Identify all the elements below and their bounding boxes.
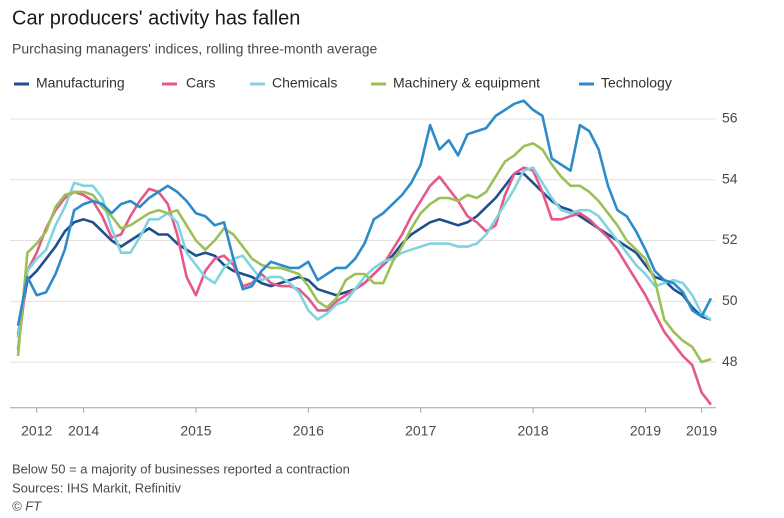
legend-label: Machinery & equipment <box>393 75 540 91</box>
x-tick-label: 2017 <box>405 422 436 438</box>
footnote: Below 50 = a majority of businesses repo… <box>12 461 350 476</box>
x-tick-label: 2012 <box>21 422 52 438</box>
x-tick-label: 2018 <box>517 422 548 438</box>
series-line <box>16 99 713 326</box>
x-tick-label: 2019 <box>686 422 717 438</box>
x-tick-label: 2019 <box>630 422 661 438</box>
x-tick-label: 2015 <box>180 422 211 438</box>
legend-label: Manufacturing <box>36 75 125 91</box>
series-line <box>16 142 712 364</box>
y-tick-label: 56 <box>722 110 738 126</box>
source: Sources: IHS Markit, Refinitiv <box>12 480 182 495</box>
chart-title: Car producers' activity has fallen <box>12 7 300 29</box>
legend-label: Chemicals <box>272 75 337 91</box>
legend-label: Cars <box>186 75 216 91</box>
chart-subtitle: Purchasing managers' indices, rolling th… <box>12 41 378 57</box>
x-tick-label: 2016 <box>293 422 324 438</box>
x-tick-label: 2014 <box>68 422 99 438</box>
y-tick-label: 50 <box>722 292 738 308</box>
series-line <box>16 166 712 338</box>
series-line <box>16 166 713 406</box>
y-tick-label: 54 <box>722 170 738 186</box>
y-tick-label: 48 <box>722 353 738 369</box>
legend-label: Technology <box>601 75 672 91</box>
credit: © FT <box>12 498 42 513</box>
y-tick-label: 52 <box>722 231 738 247</box>
